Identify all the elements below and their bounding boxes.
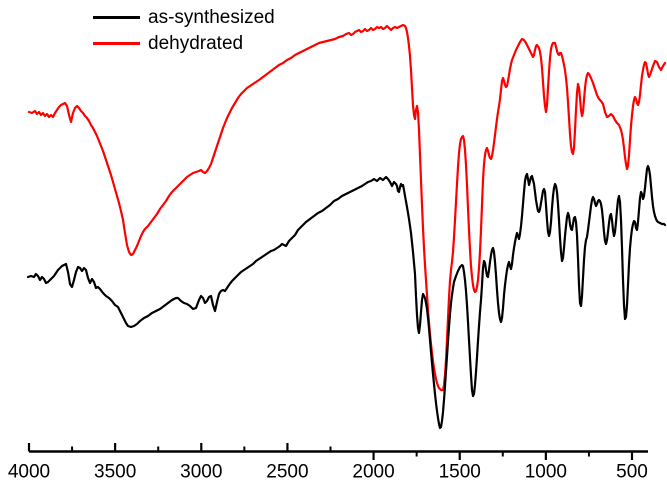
x-axis-tick-label: 2000	[352, 462, 394, 483]
legend-item-as-synthesized: as-synthesized	[93, 4, 275, 30]
x-axis-tick-label: 500	[616, 462, 648, 483]
x-axis-tick-label: 1000	[525, 462, 567, 483]
legend-item-dehydrated: dehydrated	[93, 30, 275, 56]
as-synthesized-curve	[26, 164, 667, 430]
legend-line-sample-as-synthesized	[93, 15, 140, 19]
legend-label-as-synthesized: as-synthesized	[148, 6, 275, 28]
legend-line-sample-dehydrated	[93, 41, 140, 45]
x-axis-tick-label: 3000	[180, 462, 222, 483]
legend-label-dehydrated: dehydrated	[148, 32, 244, 54]
x-axis-tick-label: 1500	[439, 462, 481, 483]
dehydrated-curve	[27, 23, 667, 392]
legend: as-synthesized dehydrated	[93, 4, 275, 56]
x-axis-tick-label: 3500	[94, 462, 136, 483]
x-axis-tick-label: 2500	[266, 462, 308, 483]
x-axis-tick-label: 4000	[8, 462, 50, 483]
